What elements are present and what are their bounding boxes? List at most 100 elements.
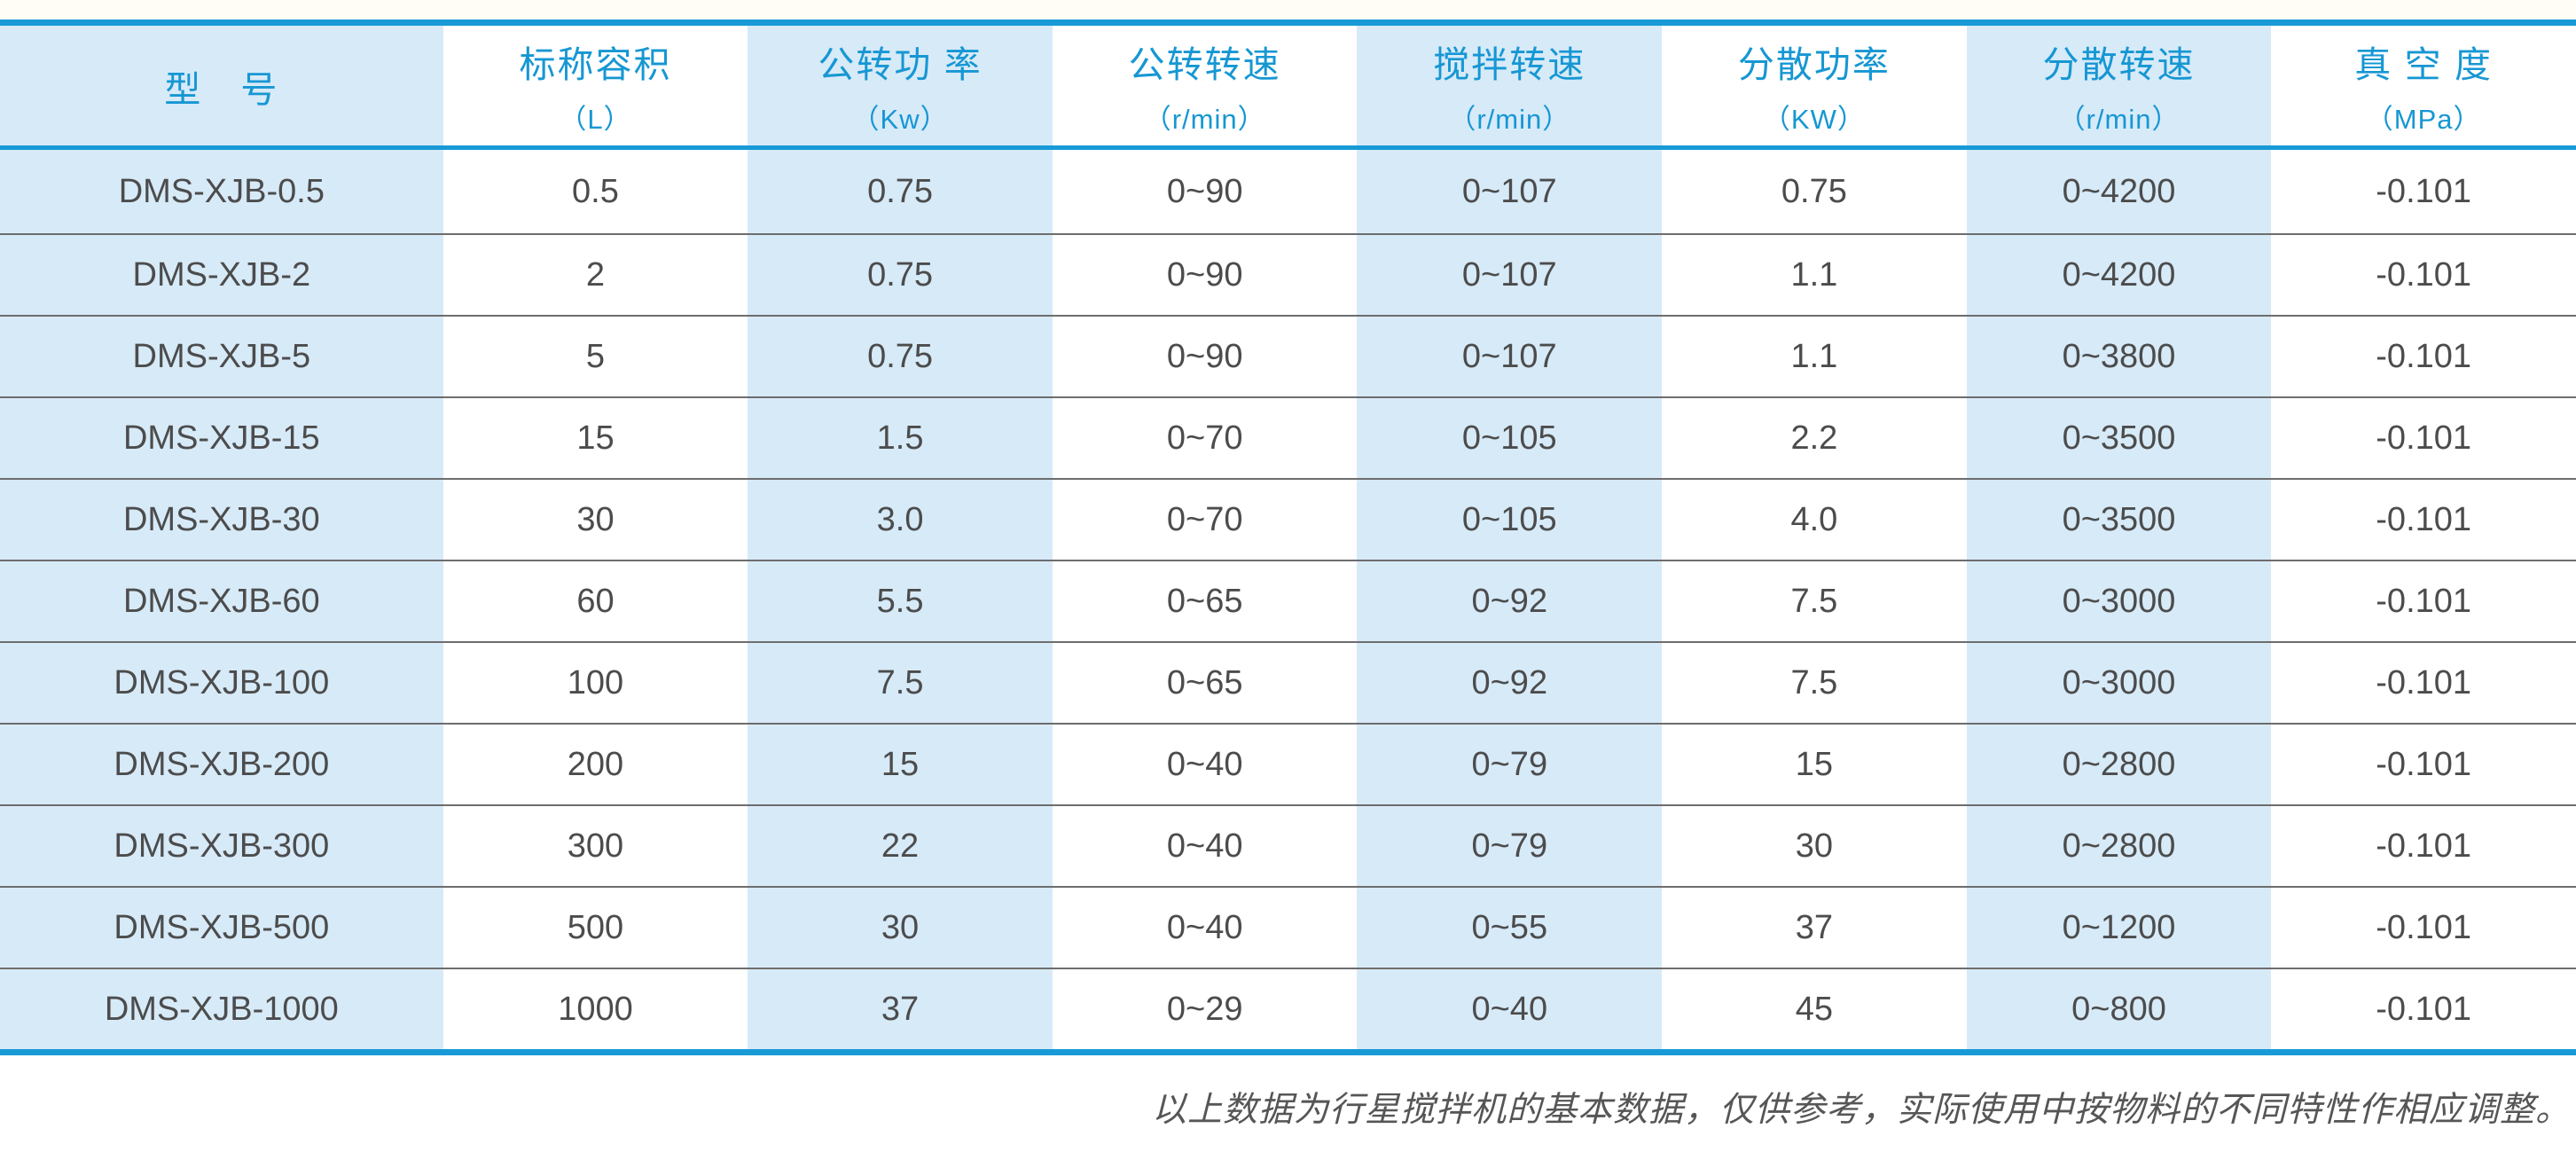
footer-note: 以上数据为行星搅拌机的基本数据，仅供参考，实际使用中按物料的不同特性作相应调整。 — [1151, 1090, 2571, 1130]
header-unit: （Kw） — [851, 104, 949, 135]
cell-value: 2.2 — [1662, 396, 1967, 478]
cell-value: 0.75 — [1662, 150, 1967, 233]
cell-value: 5 — [442, 315, 748, 396]
cell-value: 0~3500 — [1966, 478, 2272, 560]
cell-value: 15 — [1662, 723, 1967, 804]
cell-value: 0~3800 — [1966, 315, 2272, 396]
header-title: 真 空 度 — [2354, 44, 2494, 85]
cell-model: DMS-XJB-0.5 — [0, 150, 443, 233]
cell-value: 1.1 — [1662, 233, 1967, 315]
cell-value: -0.101 — [2271, 315, 2576, 396]
cell-value: 7.5 — [1662, 641, 1967, 723]
header-title: 分散转速 — [2042, 44, 2196, 85]
cell-value: 0.5 — [442, 150, 748, 233]
cell-value: 0~90 — [1052, 315, 1358, 396]
cell-value: 0~105 — [1357, 478, 1663, 560]
header-unit: （KW） — [1762, 104, 1866, 135]
cell-value: 0~65 — [1052, 641, 1358, 723]
cell-model: DMS-XJB-60 — [0, 560, 443, 641]
cell-value: 37 — [1662, 886, 1967, 968]
cell-value: 500 — [442, 886, 748, 968]
cell-value: 0~4200 — [1966, 150, 2272, 233]
cell-value: 300 — [442, 804, 748, 886]
table-header: 型 号 标称容积 （L） 公转功 率 （Kw） 公转转速 （r/min） 搅拌转… — [0, 26, 2576, 150]
table-row: DMS-XJB-15 15 1.5 0~70 0~105 2.2 0~3500 … — [0, 396, 2576, 478]
cell-model: DMS-XJB-30 — [0, 478, 443, 560]
cell-value: 3.0 — [748, 478, 1053, 560]
table-row: DMS-XJB-60 60 5.5 0~65 0~92 7.5 0~3000 -… — [0, 560, 2576, 641]
cell-value: 0~79 — [1357, 804, 1663, 886]
cell-model: DMS-XJB-200 — [0, 723, 443, 804]
cell-value: 4.0 — [1662, 478, 1967, 560]
table-body: DMS-XJB-0.5 0.5 0.75 0~90 0~107 0.75 0~4… — [0, 150, 2576, 1049]
cell-value: 60 — [442, 560, 748, 641]
cell-value: 7.5 — [1662, 560, 1967, 641]
top-margin-strip — [0, 0, 2576, 20]
cell-value: 0~65 — [1052, 560, 1358, 641]
cell-value: 30 — [1662, 804, 1967, 886]
cell-value: 0~105 — [1357, 396, 1663, 478]
header-unit: （r/min） — [2057, 104, 2181, 135]
cell-value: 0~55 — [1357, 886, 1663, 968]
header-title: 型 号 — [164, 68, 279, 110]
cell-value: 1000 — [442, 968, 748, 1049]
table-row: DMS-XJB-30 30 3.0 0~70 0~105 4.0 0~3500 … — [0, 478, 2576, 560]
table-row: DMS-XJB-200 200 15 0~40 0~79 15 0~2800 -… — [0, 723, 2576, 804]
cell-model: DMS-XJB-1000 — [0, 968, 443, 1049]
cell-value: 15 — [442, 396, 748, 478]
cell-value: -0.101 — [2271, 233, 2576, 315]
header-unit: （L） — [559, 104, 632, 135]
cell-value: 30 — [748, 886, 1053, 968]
cell-value: 0~92 — [1357, 641, 1663, 723]
cell-value: 7.5 — [748, 641, 1053, 723]
table-header-row: 型 号 标称容积 （L） 公转功 率 （Kw） 公转转速 （r/min） 搅拌转… — [0, 26, 2576, 150]
header-cell-dispersion-power: 分散功率 （KW） — [1662, 26, 1967, 150]
cell-model: DMS-XJB-15 — [0, 396, 443, 478]
cell-value: -0.101 — [2271, 641, 2576, 723]
cell-value: 37 — [748, 968, 1053, 1049]
header-cell-dispersion-speed: 分散转速 （r/min） — [1966, 26, 2272, 150]
cell-value: 0~40 — [1052, 723, 1358, 804]
cell-value: 0~107 — [1357, 233, 1663, 315]
header-cell-capacity: 标称容积 （L） — [442, 26, 748, 150]
cell-value: 0~90 — [1052, 233, 1358, 315]
cell-value: 22 — [748, 804, 1053, 886]
cell-value: 0~40 — [1052, 886, 1358, 968]
cell-value: 0.75 — [748, 233, 1053, 315]
cell-model: DMS-XJB-500 — [0, 886, 443, 968]
header-cell-revolution-speed: 公转转速 （r/min） — [1052, 26, 1358, 150]
table-row: DMS-XJB-100 100 7.5 0~65 0~92 7.5 0~3000… — [0, 641, 2576, 723]
cell-model: DMS-XJB-100 — [0, 641, 443, 723]
cell-model: DMS-XJB-2 — [0, 233, 443, 315]
header-unit: （r/min） — [1143, 104, 1266, 135]
table-row: DMS-XJB-300 300 22 0~40 0~79 30 0~2800 -… — [0, 804, 2576, 886]
cell-value: 0~70 — [1052, 396, 1358, 478]
table-row: DMS-XJB-500 500 30 0~40 0~55 37 0~1200 -… — [0, 886, 2576, 968]
cell-value: 0~92 — [1357, 560, 1663, 641]
cell-value: 0~1200 — [1966, 886, 2272, 968]
cell-value: 1.1 — [1662, 315, 1967, 396]
cell-value: 0~70 — [1052, 478, 1358, 560]
cell-value: 15 — [748, 723, 1053, 804]
spec-table: 型 号 标称容积 （L） 公转功 率 （Kw） 公转转速 （r/min） 搅拌转… — [0, 20, 2576, 1055]
cell-value: 0~29 — [1052, 968, 1358, 1049]
cell-value: -0.101 — [2271, 478, 2576, 560]
cell-value: -0.101 — [2271, 150, 2576, 233]
table-row: DMS-XJB-5 5 0.75 0~90 0~107 1.1 0~3800 -… — [0, 315, 2576, 396]
cell-value: 0~79 — [1357, 723, 1663, 804]
cell-value: 0~107 — [1357, 315, 1663, 396]
header-unit: （r/min） — [1448, 104, 1571, 135]
cell-value: -0.101 — [2271, 968, 2576, 1049]
cell-value: 0~40 — [1357, 968, 1663, 1049]
cell-value: 2 — [442, 233, 748, 315]
header-title: 公转转速 — [1128, 44, 1281, 85]
cell-value: 0~800 — [1966, 968, 2272, 1049]
cell-value: 0~3000 — [1966, 560, 2272, 641]
header-title: 搅拌转速 — [1433, 44, 1586, 85]
cell-value: 0~107 — [1357, 150, 1663, 233]
footer-note-row: 以上数据为行星搅拌机的基本数据，仅供参考，实际使用中按物料的不同特性作相应调整。 — [0, 1082, 2576, 1132]
table-row: DMS-XJB-2 2 0.75 0~90 0~107 1.1 0~4200 -… — [0, 233, 2576, 315]
cell-model: DMS-XJB-300 — [0, 804, 443, 886]
header-cell-model: 型 号 — [0, 26, 443, 150]
header-cell-vacuum: 真 空 度 （MPa） — [2271, 26, 2576, 150]
